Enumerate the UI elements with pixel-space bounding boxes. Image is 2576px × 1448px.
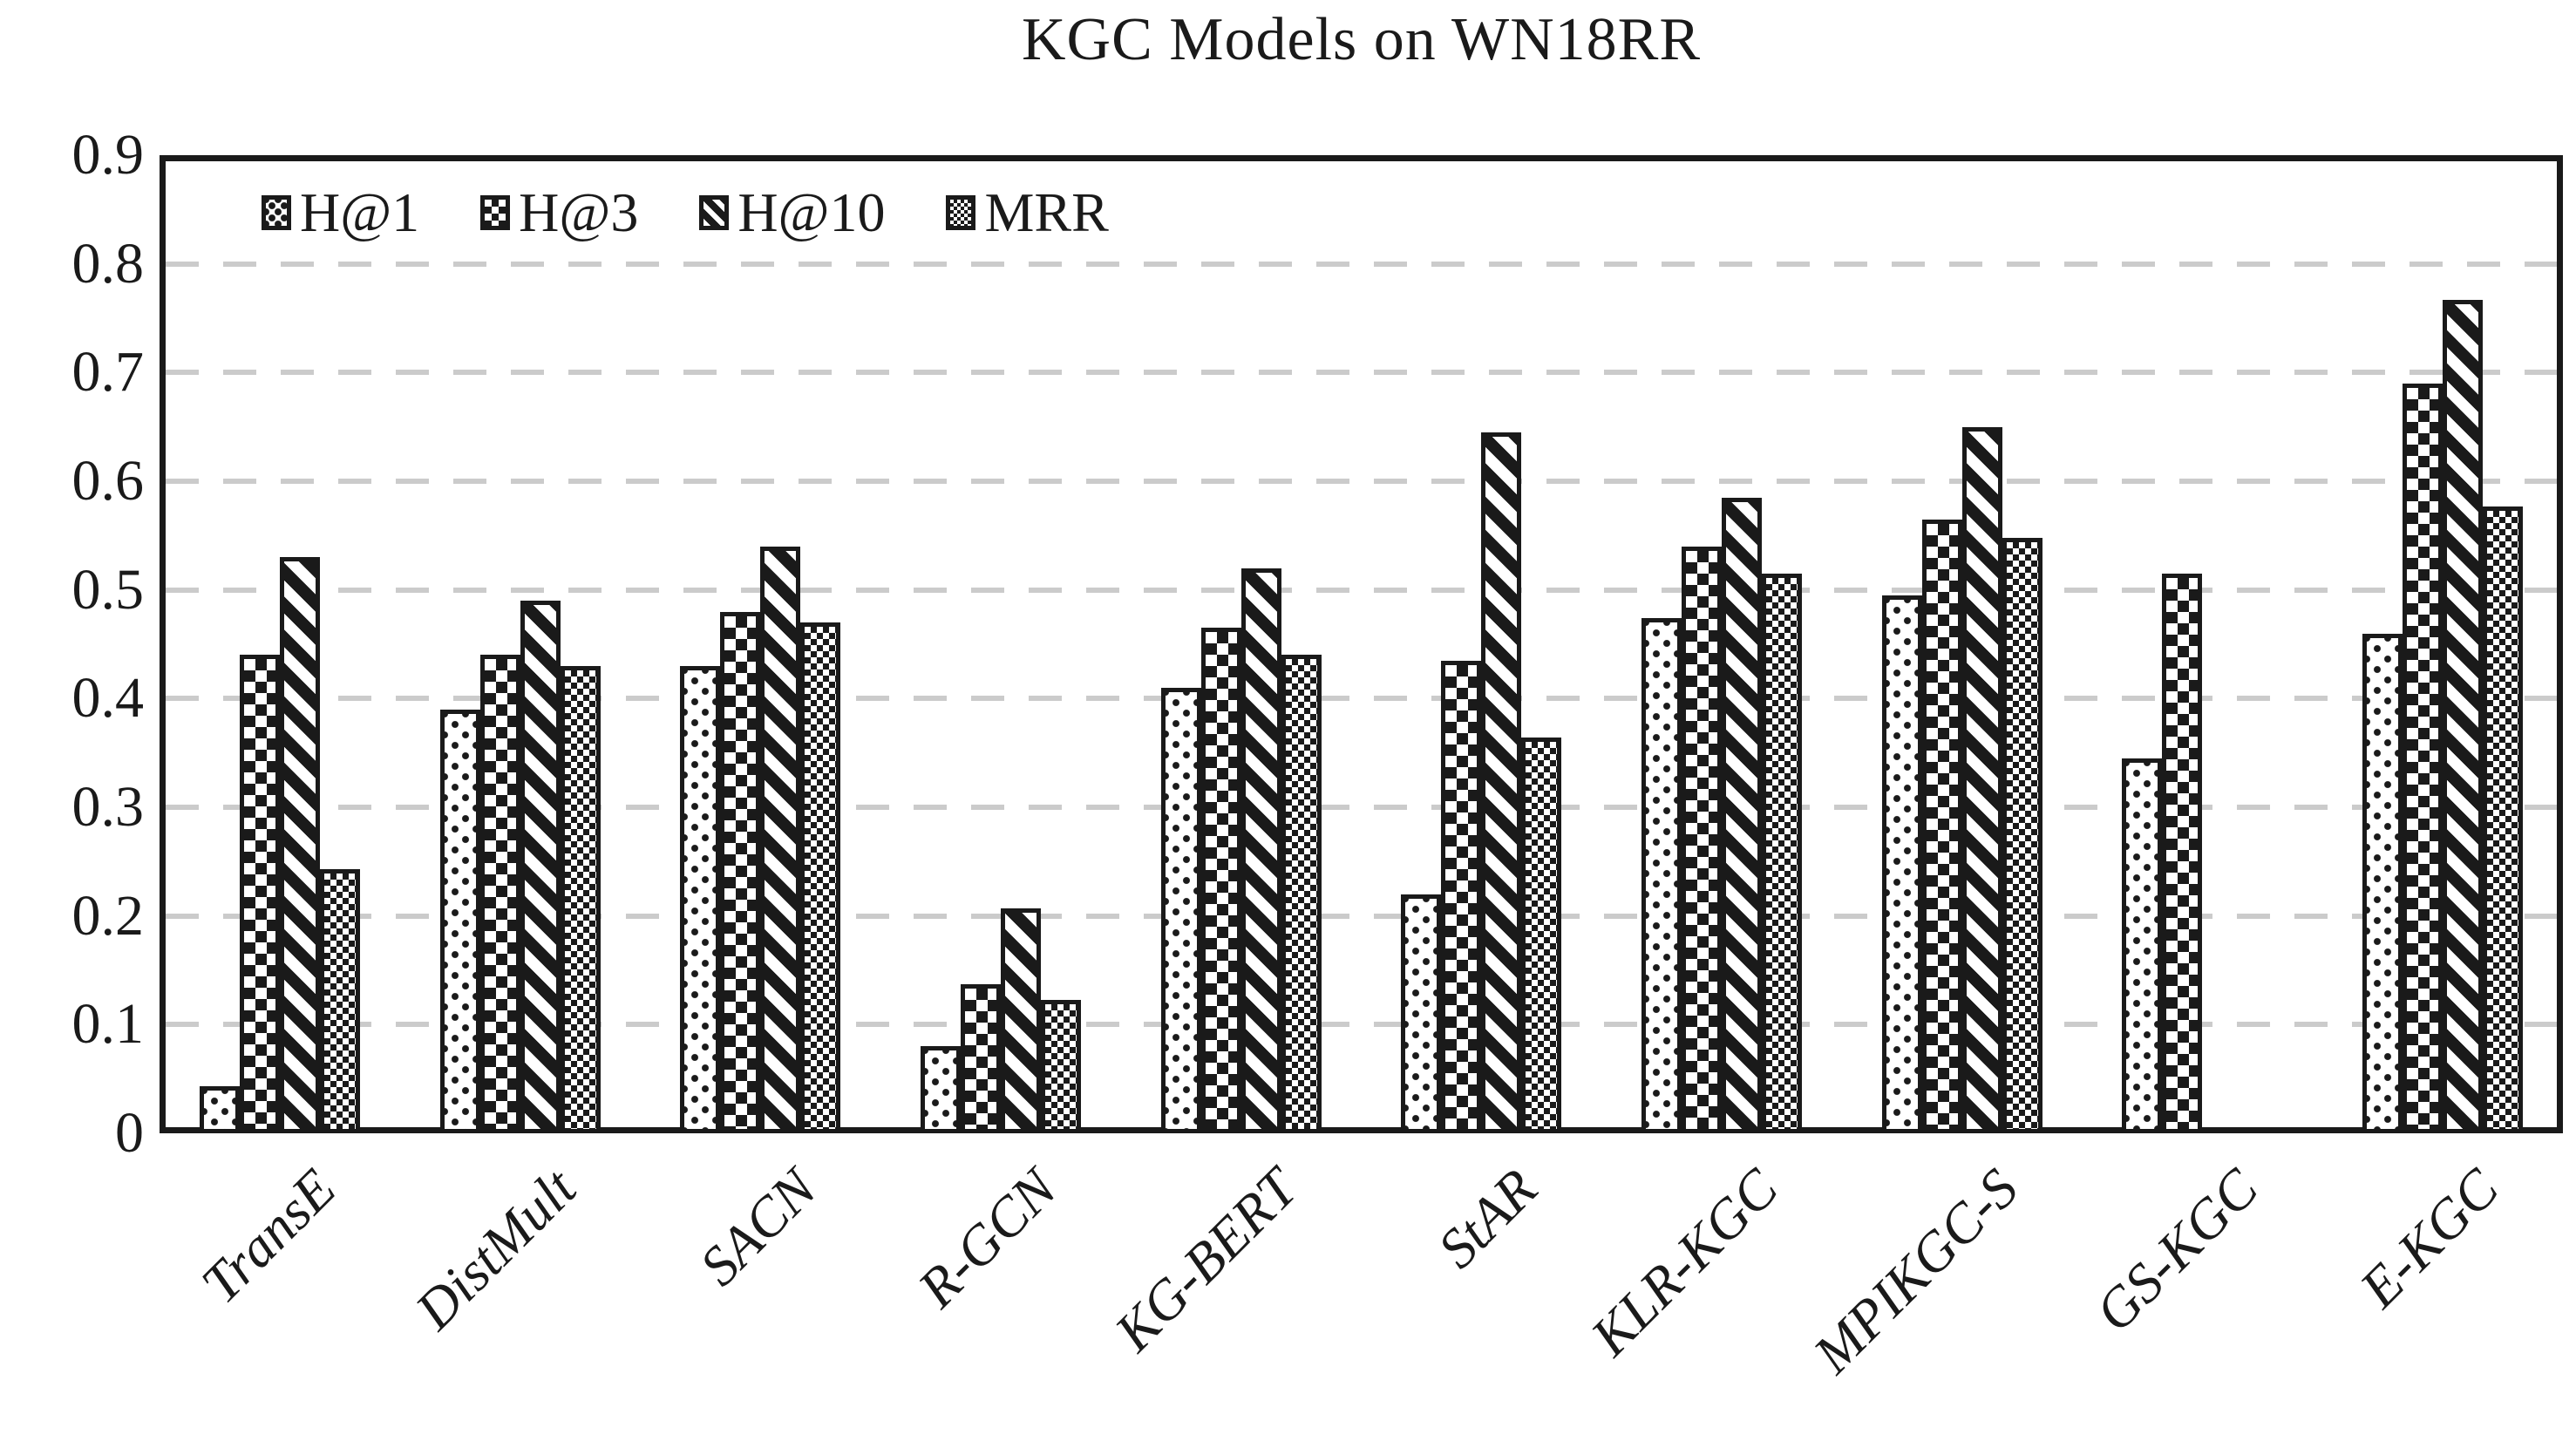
legend-label: H@10 xyxy=(737,181,886,243)
legend-swatch-H@1-icon xyxy=(262,195,291,230)
legend-label: H@1 xyxy=(300,181,420,243)
bar-KG-BERT-H@10 xyxy=(1240,568,1281,1133)
bar-R-GCN-MRR xyxy=(1040,999,1081,1133)
x-label-SACN: SACN xyxy=(687,1157,828,1298)
bar-KLR-KGC-H@1 xyxy=(1641,618,1682,1133)
bar-DistMult-H@3 xyxy=(479,655,520,1133)
legend-item-H@1: H@1 xyxy=(262,185,419,241)
gridline-0.4 xyxy=(166,696,2557,702)
bar-KLR-KGC-H@10 xyxy=(1722,497,1763,1133)
gridline-0.5 xyxy=(166,587,2557,593)
bar-GS-KGC-H@3 xyxy=(2162,573,2203,1133)
x-label-TransE: TransE xyxy=(189,1157,348,1315)
bar-DistMult-H@10 xyxy=(520,601,561,1133)
bar-KG-BERT-H@3 xyxy=(1200,628,1241,1133)
x-label-KG-BERT: KG-BERT xyxy=(1102,1157,1309,1363)
y-tick-label: 0.1 xyxy=(71,992,145,1057)
bar-KG-BERT-H@1 xyxy=(1160,687,1201,1133)
y-tick-label: 0 xyxy=(115,1101,144,1165)
x-label-E-KGC: E-KGC xyxy=(2348,1157,2511,1320)
bar-MPIKGC-S-H@3 xyxy=(1921,519,1962,1133)
bar-DistMult-MRR xyxy=(560,665,601,1133)
bar-R-GCN-H@10 xyxy=(1000,908,1041,1133)
bar-TransE-MRR xyxy=(319,869,360,1133)
bar-KLR-KGC-MRR xyxy=(1762,573,1803,1133)
gridline-0.1 xyxy=(166,1022,2557,1028)
y-tick-label: 0.5 xyxy=(71,557,145,622)
bar-MPIKGC-S-H@1 xyxy=(1881,595,1922,1133)
legend-item-H@3: H@3 xyxy=(480,185,638,241)
bar-TransE-H@10 xyxy=(279,557,320,1133)
legend-item-H@10: H@10 xyxy=(699,185,885,241)
bar-KG-BERT-MRR xyxy=(1281,655,1322,1133)
y-tick-label: 0.9 xyxy=(71,123,145,187)
bar-SACN-H@10 xyxy=(760,546,801,1133)
legend-swatch-MRR-icon xyxy=(946,195,976,230)
bar-StAR-H@10 xyxy=(1481,432,1522,1133)
bar-SACN-H@1 xyxy=(680,665,721,1133)
gridline-0.3 xyxy=(166,805,2557,810)
x-label-StAR: StAR xyxy=(1426,1157,1549,1280)
bar-E-KGC-MRR xyxy=(2483,506,2524,1133)
bar-R-GCN-H@3 xyxy=(960,984,1001,1133)
bar-KLR-KGC-H@3 xyxy=(1682,546,1723,1133)
x-label-GS-KGC: GS-KGC xyxy=(2083,1157,2270,1343)
x-label-MPIKGC-S: MPIKGC-S xyxy=(1801,1157,2030,1385)
bar-TransE-H@3 xyxy=(239,655,280,1133)
bar-StAR-H@3 xyxy=(1441,660,1482,1133)
bar-MPIKGC-S-MRR xyxy=(2002,537,2042,1133)
x-label-R-GCN: R-GCN xyxy=(906,1157,1069,1320)
gridline-0.7 xyxy=(166,370,2557,376)
y-tick-label: 0.4 xyxy=(71,666,145,731)
bar-TransE-H@1 xyxy=(199,1086,240,1133)
bar-DistMult-H@1 xyxy=(439,709,480,1133)
bar-SACN-MRR xyxy=(800,622,841,1133)
y-tick-label: 0.2 xyxy=(71,883,145,948)
legend-item-MRR: MRR xyxy=(946,181,1109,243)
legend-swatch-H@3-icon xyxy=(480,195,511,230)
gridline-0.2 xyxy=(166,913,2557,919)
bar-MPIKGC-S-H@10 xyxy=(1961,426,2002,1133)
legend-label: H@3 xyxy=(519,181,639,243)
bar-R-GCN-H@1 xyxy=(920,1046,961,1133)
legend: H@1 H@3 H@10 MRR xyxy=(262,185,1109,241)
chart-title: KGC Models on WN18RR xyxy=(1021,6,1702,73)
gridline-0.6 xyxy=(166,479,2557,484)
bar-StAR-MRR xyxy=(1521,738,1562,1133)
y-tick-label: 0.3 xyxy=(71,775,145,839)
gridline-0.8 xyxy=(166,261,2557,267)
bar-E-KGC-H@3 xyxy=(2403,383,2443,1133)
bar-GS-KGC-H@1 xyxy=(2122,758,2163,1133)
legend-swatch-H@10-icon xyxy=(699,195,730,230)
y-tick-label: 0.8 xyxy=(71,231,145,296)
x-label-DistMult: DistMult xyxy=(403,1157,588,1342)
y-tick-label: 0.6 xyxy=(71,449,145,513)
bar-E-KGC-H@1 xyxy=(2362,633,2403,1133)
bar-SACN-H@3 xyxy=(720,611,761,1133)
legend-label: MRR xyxy=(984,181,1109,243)
bar-StAR-H@1 xyxy=(1401,894,1442,1133)
bar-E-KGC-H@10 xyxy=(2443,299,2484,1133)
y-tick-label: 0.7 xyxy=(71,340,145,404)
x-label-KLR-KGC: KLR-KGC xyxy=(1579,1157,1790,1368)
